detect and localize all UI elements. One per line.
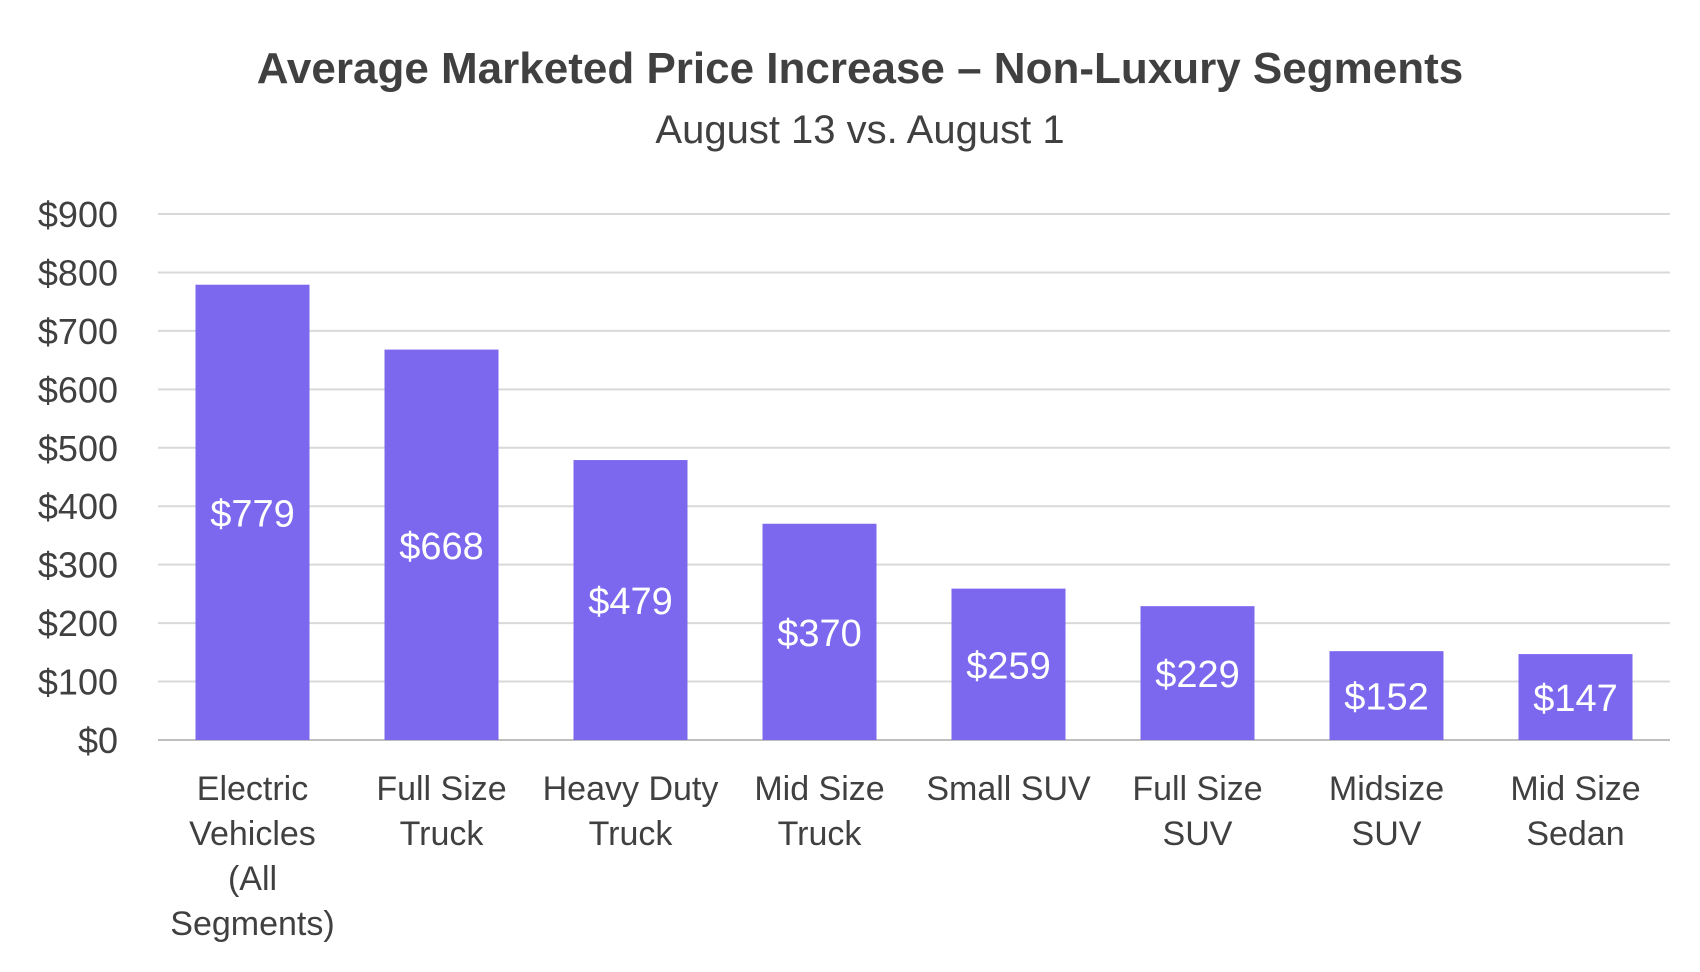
x-tick-label-line: Full Size [376, 770, 506, 808]
bar [573, 460, 688, 740]
data-label: $259 [966, 645, 1051, 687]
x-tick-label-line: Segments) [170, 905, 334, 943]
x-tick-label-line: (All [228, 860, 277, 898]
x-tick-label: Electric Vehicles (All Segments) [170, 770, 334, 943]
x-tick-label: Mid Size Sedan [1510, 770, 1640, 853]
x-tick-label-line: Electric [197, 770, 308, 808]
x-tick-label-line: Full Size [1132, 770, 1262, 808]
y-tick-label: $600 [38, 369, 118, 410]
x-tick-label-line: Small SUV [926, 770, 1091, 808]
x-tick-label: Full Size SUV [1132, 770, 1262, 853]
bar [1140, 606, 1255, 740]
x-tick-label: Heavy Duty Truck [543, 770, 719, 853]
data-label: $479 [588, 581, 673, 623]
x-tick-label-line: Heavy Duty [543, 770, 719, 808]
y-tick-label: $300 [38, 545, 118, 586]
x-tick-label-line: Mid Size [1510, 770, 1640, 808]
bar [1518, 654, 1633, 740]
x-tick-label-line: Truck [589, 815, 674, 853]
y-axis: $0 $100 $200 $300 $400 $500 $600 $700 $800 $900 [38, 194, 118, 761]
bar [951, 588, 1066, 740]
x-tick-label-line: Truck [400, 815, 485, 853]
x-tick-label-line: Sedan [1526, 815, 1624, 853]
bar [1329, 651, 1444, 740]
y-tick-label: $800 [38, 252, 118, 293]
y-tick-label: $400 [38, 486, 118, 527]
bar [762, 523, 877, 740]
x-axis: Electric Vehicles (All Segments) Full Size Tr… [170, 770, 1640, 943]
data-label: $147 [1533, 678, 1618, 720]
data-label: $370 [777, 613, 862, 655]
x-tick-label-line: SUV [1352, 815, 1422, 853]
data-label: $152 [1344, 677, 1429, 719]
x-tick-label: Midsize SUV [1329, 770, 1444, 853]
x-tick-label-line: SUV [1163, 815, 1233, 853]
data-label: $668 [399, 526, 484, 568]
bar [384, 349, 499, 740]
data-labels: $779 $668 $479 $370 $259 $229 $152 $147 [210, 493, 1618, 720]
y-tick-label: $500 [38, 428, 118, 469]
y-tick-label: $700 [38, 311, 118, 352]
x-tick-label: Mid Size Truck [754, 770, 884, 853]
y-tick-label: $100 [38, 662, 118, 703]
data-label: $229 [1155, 654, 1240, 696]
bar [195, 284, 310, 740]
y-tick-label: $200 [38, 603, 118, 644]
bars [195, 284, 1633, 740]
y-tick-label: $0 [78, 720, 118, 761]
x-tick-label-line: Truck [778, 815, 863, 853]
x-tick-label-line: Midsize [1329, 770, 1444, 808]
data-label: $779 [210, 493, 295, 535]
x-tick-label: Small SUV [926, 770, 1091, 808]
chart-title: Average Marketed Price Increase – Non-Lu… [257, 44, 1463, 93]
x-tick-label-line: Mid Size [754, 770, 884, 808]
x-tick-label: Full Size Truck [376, 770, 506, 853]
y-tick-label: $900 [38, 194, 118, 235]
x-tick-label-line: Vehicles [189, 815, 316, 853]
chart-subtitle: August 13 vs. August 1 [655, 108, 1064, 152]
